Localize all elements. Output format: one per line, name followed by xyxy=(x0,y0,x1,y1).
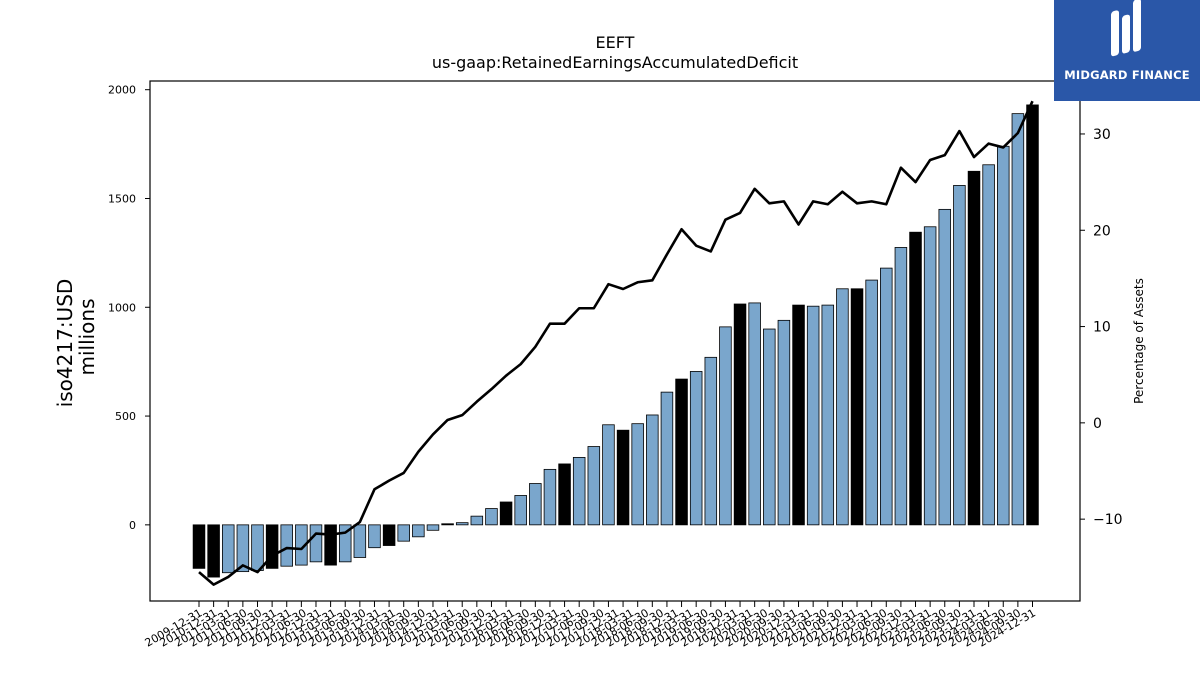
y-tick-label: 1500 xyxy=(108,192,136,205)
y2-axis-label: Percentage of Assets xyxy=(1132,278,1146,404)
bar xyxy=(207,524,220,578)
y2-tick-label: 0 xyxy=(1093,416,1102,432)
bar xyxy=(836,288,849,526)
bar xyxy=(397,524,410,542)
bar xyxy=(777,319,791,526)
bar xyxy=(616,429,630,526)
bar xyxy=(353,524,367,558)
bar xyxy=(719,326,732,526)
bar xyxy=(850,288,864,526)
y2-tick-label: 30 xyxy=(1093,127,1111,143)
bar xyxy=(572,456,586,526)
bar xyxy=(236,524,250,573)
bar xyxy=(938,208,952,526)
plot-frame xyxy=(149,80,1081,602)
bar xyxy=(192,524,206,569)
bar xyxy=(997,145,1010,526)
y2-tick-label: 20 xyxy=(1093,223,1111,239)
bar xyxy=(982,164,995,526)
bar-series xyxy=(192,104,1039,578)
bar xyxy=(865,279,878,526)
bar xyxy=(543,468,557,526)
bar xyxy=(631,423,644,526)
bar xyxy=(909,231,922,526)
chart-title: EEFT xyxy=(596,33,635,52)
bar xyxy=(485,508,498,526)
bar xyxy=(295,524,308,566)
bar xyxy=(806,305,820,526)
bar xyxy=(880,267,893,526)
y-tick-label: 0 xyxy=(129,519,136,532)
bar xyxy=(748,302,761,526)
bar xyxy=(675,378,688,526)
bar xyxy=(324,524,337,566)
bar xyxy=(792,304,805,526)
bar xyxy=(514,495,527,526)
y-axis-right: −10 0 10 20 30 xyxy=(1080,127,1123,528)
y-tick-label: 2000 xyxy=(108,84,136,97)
brand-mark-icon xyxy=(1111,0,1141,57)
bar xyxy=(382,524,396,546)
x-axis: 2009-12-312010-12-312011-03-312011-06-30… xyxy=(143,601,1038,650)
bar xyxy=(894,247,908,526)
bar xyxy=(558,463,571,526)
bar xyxy=(338,524,352,563)
brand-name: MIDGARD FINANCE xyxy=(1064,68,1190,82)
bar xyxy=(265,524,279,569)
bar xyxy=(1026,104,1039,526)
y-tick-label: 1000 xyxy=(108,301,136,314)
bar xyxy=(923,226,937,526)
bar xyxy=(441,523,454,526)
y-axis-left: 0 500 1000 1500 2000 xyxy=(108,84,150,532)
line-series xyxy=(198,100,1034,586)
bar xyxy=(221,524,235,574)
bar xyxy=(587,446,601,526)
series-line xyxy=(198,100,1034,586)
bar xyxy=(821,304,835,526)
bar xyxy=(470,515,484,526)
bar xyxy=(953,185,966,526)
bar xyxy=(529,483,542,526)
chart-subtitle: us-gaap:RetainedEarningsAccumulatedDefic… xyxy=(432,53,798,72)
bar xyxy=(309,524,323,563)
bar xyxy=(251,524,264,571)
y-tick-label: 500 xyxy=(115,410,136,423)
bar xyxy=(1011,113,1025,526)
bar xyxy=(455,522,469,526)
y-axis-label: iso4217:USD xyxy=(53,279,77,408)
y2-tick-label: −10 xyxy=(1093,512,1123,528)
y-axis-label-units: millions xyxy=(75,298,99,375)
bar xyxy=(660,391,674,526)
brand-logo: MIDGARD FINANCE xyxy=(1054,0,1200,101)
bar xyxy=(967,170,981,526)
bar xyxy=(602,424,615,526)
bar xyxy=(499,501,513,526)
bar xyxy=(412,524,425,538)
y2-tick-label: 10 xyxy=(1093,320,1111,336)
bar xyxy=(763,328,776,526)
bar xyxy=(280,524,293,567)
bar xyxy=(733,303,747,526)
bar xyxy=(368,524,381,549)
bar xyxy=(426,524,440,531)
bar xyxy=(704,356,718,526)
bar xyxy=(646,414,659,526)
bar xyxy=(689,371,703,526)
